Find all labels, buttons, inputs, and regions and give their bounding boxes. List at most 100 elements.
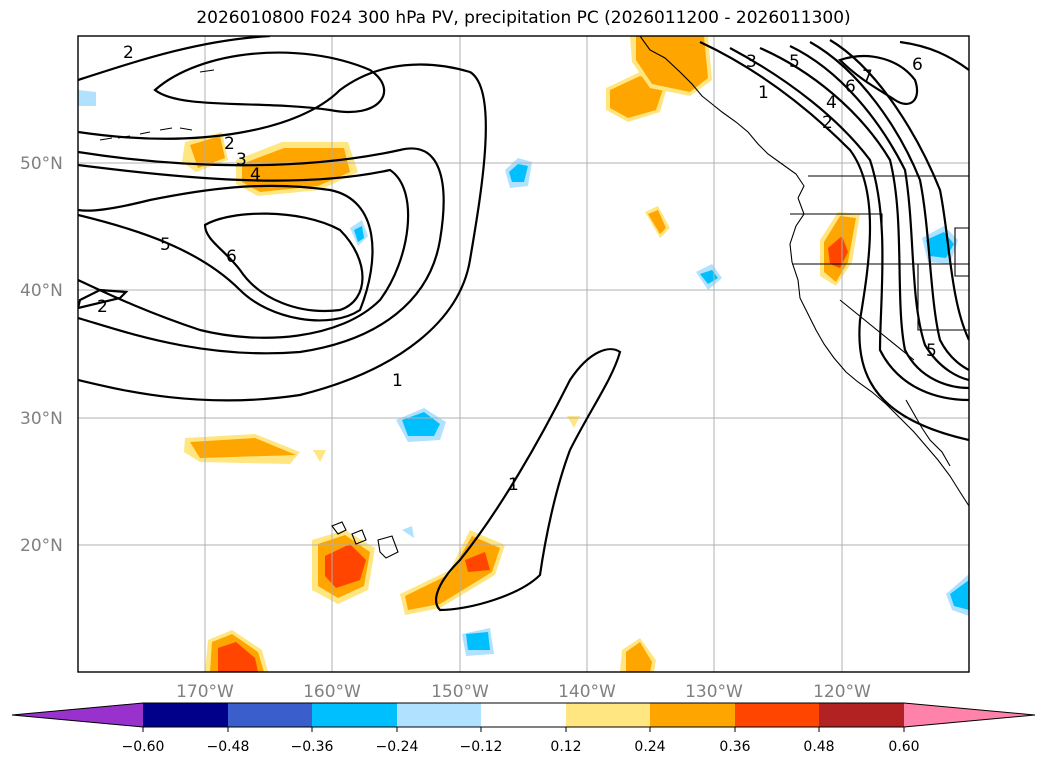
precip-patch <box>402 526 414 538</box>
precip-patch <box>405 536 500 610</box>
contour-pv-east-3 <box>759 46 969 390</box>
lon-label-140w: 140°W <box>558 682 616 702</box>
contour-label: 2 <box>97 297 108 317</box>
contour-label: 6 <box>912 55 923 75</box>
colorbar-extend-low <box>12 703 143 727</box>
contour-pv-east-7 <box>837 55 919 105</box>
contour-pv-6 <box>203 212 364 312</box>
map-background <box>78 36 969 672</box>
colorbar-bin <box>650 703 735 727</box>
lon-label-170w: 170°W <box>176 682 234 702</box>
lat-label-20n: 20°N <box>20 536 63 556</box>
colorbar-bin <box>397 703 481 727</box>
colorbar-extend-high <box>904 703 1035 727</box>
coastline-alaska <box>639 36 805 199</box>
contour-label: 5 <box>789 52 800 72</box>
contour-label: 4 <box>826 93 837 113</box>
contour-pv-1-tongue <box>435 348 622 612</box>
lon-label-160w: 160°W <box>303 682 361 702</box>
contour-label: 1 <box>392 371 403 391</box>
precip-patch <box>648 210 666 234</box>
contour-pv-3 <box>78 147 445 355</box>
contour-label: 7 <box>862 67 873 87</box>
contour-pv-2-north <box>78 36 271 82</box>
contour-pv-east-8 <box>899 40 969 71</box>
precip-patch <box>950 580 969 610</box>
colorbar-tick-label: 0.48 <box>803 739 834 755</box>
lon-label-150w: 150°W <box>431 682 489 702</box>
contour-pv-east-4 <box>789 45 969 382</box>
colorbar-tick-label: 0.24 <box>634 739 665 755</box>
contour-label: 2 <box>822 113 833 133</box>
map-title: 2026010800 F024 300 hPa PV, precipitatio… <box>196 8 851 28</box>
colorbar-bin <box>566 703 650 727</box>
longitude-labels: 170°W 160°W 150°W 140°W 130°W 120°W <box>176 682 871 702</box>
colorbar-bin <box>228 703 312 727</box>
contour-label: 5 <box>160 235 171 255</box>
contour-pv-east-2 <box>729 47 969 402</box>
contour-label: 3 <box>236 150 247 170</box>
map-panel: 2 2 3 4 5 6 2 1 1 3 5 7 6 1 4 2 6 5 <box>77 35 970 673</box>
contour-labels: 2 2 3 4 5 6 2 1 1 3 5 7 6 1 4 2 6 5 <box>97 43 937 495</box>
contour-pv-2-west <box>78 63 487 402</box>
precip-patch <box>190 136 225 168</box>
colorbar-tick-label: −0.60 <box>122 739 165 755</box>
colorbar-bin <box>735 703 819 727</box>
coastlines <box>99 36 969 559</box>
lon-label-120w: 120°W <box>813 682 871 702</box>
colorbar-bin <box>312 703 397 727</box>
contour-pv-inner-1 <box>153 51 386 113</box>
precip-patch <box>190 438 296 458</box>
coastline-hawaii <box>331 521 399 559</box>
contour-pv-4 <box>78 163 410 339</box>
precip-patch <box>354 226 364 242</box>
colorbar: −0.60 −0.48 −0.36 −0.24 −0.12 0.12 0.24 … <box>11 702 1036 755</box>
precip-patch <box>465 552 490 572</box>
colorbar-tick-label: 0.60 <box>888 739 919 755</box>
contour-label: 1 <box>758 83 769 103</box>
colorbar-bin <box>143 703 228 727</box>
precip-positive-shading <box>182 36 860 672</box>
contour-label: 5 <box>926 341 937 361</box>
colorbar-tick-label: −0.48 <box>207 739 250 755</box>
precip-patch <box>626 642 652 672</box>
contour-label: 1 <box>508 475 519 495</box>
coastline-north-america <box>789 197 969 507</box>
colorbar-bin <box>481 703 566 727</box>
precip-patch <box>567 416 580 428</box>
contour-pv-east-6 <box>829 39 969 341</box>
map-border <box>77 35 970 673</box>
precip-patch <box>78 90 96 106</box>
contour-label: 6 <box>845 77 856 97</box>
colorbar-tick-label: 0.36 <box>719 739 750 755</box>
gridlines <box>78 36 969 672</box>
precip-patch <box>325 544 366 588</box>
precip-patch <box>218 642 258 672</box>
lat-label-30n: 30°N <box>20 409 63 429</box>
lat-label-50n: 50°N <box>20 154 63 174</box>
contour-label: 4 <box>250 165 261 185</box>
lat-label-40n: 40°N <box>20 281 63 301</box>
precip-patch <box>828 236 848 268</box>
contour-pv-1-loop <box>78 288 129 310</box>
contour-pv-east-5 <box>809 41 969 371</box>
precip-patch <box>509 164 528 182</box>
contour-label: 2 <box>224 134 235 154</box>
latitude-labels: 50°N 40°N 30°N 20°N <box>20 154 63 556</box>
coastline-baja <box>905 399 951 467</box>
colorbar-tick-label: 0.12 <box>550 739 581 755</box>
colorbar-tick-label: −0.36 <box>291 739 334 755</box>
colorbar-tick-label: −0.12 <box>460 739 503 755</box>
contour-pv-east-1 <box>699 41 969 442</box>
contour-label: 2 <box>123 43 134 63</box>
lon-label-130w: 130°W <box>685 682 743 702</box>
pv-contours <box>78 36 969 612</box>
precip-patch <box>466 632 490 650</box>
precip-patch <box>313 450 326 462</box>
contour-label: 6 <box>226 247 237 267</box>
contour-pv-5 <box>78 184 374 322</box>
colorbar-ticks <box>142 727 905 732</box>
contour-label: 3 <box>746 52 757 72</box>
colorbar-tick-label: −0.24 <box>376 739 419 755</box>
